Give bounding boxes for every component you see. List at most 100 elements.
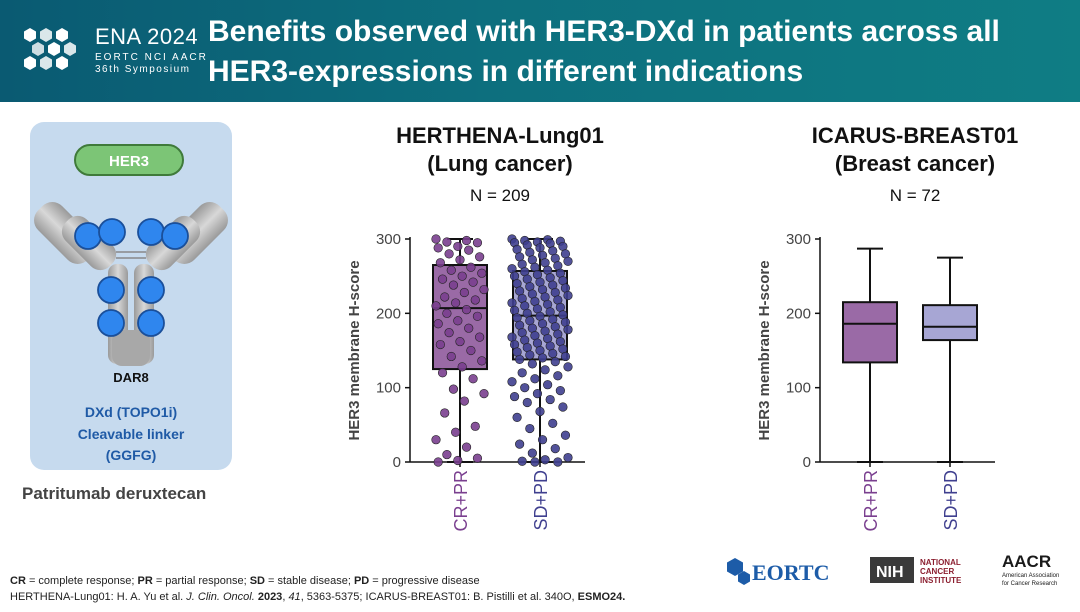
data-point xyxy=(550,444,560,454)
breast-boxplot-chart: HER3 membrane H-score 0 100 200 300 CR+PR SD+P… xyxy=(756,231,995,532)
data-point xyxy=(475,252,485,262)
data-point xyxy=(515,354,525,365)
antibody-panel: HER3 DAR8 DXd (TOPO1i) Cleava xyxy=(30,122,232,470)
data-point xyxy=(527,448,537,458)
data-point xyxy=(466,262,476,272)
y-tick-label: 300 xyxy=(786,231,811,248)
payload-label: DXd (TOPO1i) xyxy=(84,404,178,420)
data-point xyxy=(457,271,467,281)
data-point xyxy=(525,423,535,434)
data-point xyxy=(563,362,573,372)
footer-text-segment: = stable disease; xyxy=(264,575,354,587)
y-tick-label: 0 xyxy=(393,454,401,471)
footer-text-segment: = partial response; xyxy=(152,575,250,587)
data-point xyxy=(475,332,485,342)
footer-text-segment: PD xyxy=(353,575,370,587)
data-point xyxy=(464,245,474,255)
header-banner: ENA 2024 EORTC NCI AACR 36th Symposium B… xyxy=(0,0,1080,102)
nih-nci-logo: NIH NATIONAL CANCER INSTITUTE xyxy=(870,557,962,585)
slide-title-line1: Benefits observed with HER3-DXd in patie… xyxy=(208,15,1000,48)
data-point xyxy=(468,374,478,384)
dar-label: DAR8 xyxy=(113,370,149,385)
linker-sequence-label: (GGFG) xyxy=(105,447,157,463)
data-point xyxy=(451,427,461,437)
data-point xyxy=(553,457,563,467)
ena-logo-hexagon-icon xyxy=(24,28,76,70)
data-point xyxy=(563,452,573,463)
x-category-label: SD+PD xyxy=(941,470,961,531)
data-point xyxy=(548,418,558,428)
nih-logo-text: NIH xyxy=(876,564,904,581)
footer-text-segment: = complete response; xyxy=(25,575,138,587)
y-tick-label: 300 xyxy=(376,231,401,248)
data-point xyxy=(509,391,520,402)
data-point xyxy=(437,274,448,284)
data-point xyxy=(442,449,452,460)
data-point xyxy=(455,255,465,265)
data-point xyxy=(535,406,545,417)
logo-subtitle: EORTC NCI AACR xyxy=(95,52,208,63)
her3-target-badge: HER3 xyxy=(74,144,184,176)
data-point xyxy=(517,456,527,466)
breast-title-line2: (Breast cancer) xyxy=(834,151,996,176)
data-point xyxy=(517,368,527,378)
data-point xyxy=(455,336,465,347)
data-point xyxy=(433,243,443,253)
data-point xyxy=(446,265,456,275)
footer-text-segment: , xyxy=(282,591,289,603)
data-point xyxy=(560,351,571,362)
x-category-label: CR+PR xyxy=(451,470,471,532)
slide-title: Benefits observed with HER3-DXd in patie… xyxy=(208,12,1068,92)
aacr-sub-line2: for Cancer Research xyxy=(1002,581,1057,587)
x-category-label: CR+PR xyxy=(861,470,881,532)
data-point xyxy=(433,319,443,329)
nci-line3: INSTITUTE xyxy=(920,576,962,585)
footer-abbreviations: CR = complete response; PR = partial res… xyxy=(10,575,480,587)
y-axis-label: HER3 membrane H-score xyxy=(756,260,773,440)
drug-name: Patritumab deruxtecan xyxy=(22,484,207,503)
sponsor-logos: EORTC NIH NATIONAL CANCER INSTITUTE AACR… xyxy=(727,552,1059,587)
data-point xyxy=(459,396,469,406)
nci-line1: NATIONAL xyxy=(920,558,961,567)
nci-line2: CANCER xyxy=(920,567,954,576)
data-point xyxy=(527,359,537,369)
data-point xyxy=(530,457,540,467)
x-category-label: SD+PD xyxy=(531,470,551,531)
data-point xyxy=(479,284,489,295)
data-point xyxy=(461,235,472,246)
data-point xyxy=(433,457,443,467)
data-point xyxy=(435,339,445,350)
data-point xyxy=(532,389,543,399)
aacr-logo-text: AACR xyxy=(1002,552,1051,571)
data-point xyxy=(537,353,548,363)
data-point xyxy=(464,323,474,333)
footer-text-segment: SD xyxy=(249,575,265,587)
footer-text-segment: 2023 xyxy=(257,591,283,603)
data-point xyxy=(431,301,441,311)
data-point xyxy=(461,305,472,315)
data-point xyxy=(440,408,450,418)
data-point xyxy=(558,402,568,412)
y-tick-label: 200 xyxy=(786,305,811,322)
data-point xyxy=(468,277,478,287)
lung-title-line1: HERTHENA-Lung01 xyxy=(396,123,604,148)
logo-symposium: 36th Symposium xyxy=(95,64,191,75)
aacr-sub-line1: American Association xyxy=(1002,573,1059,579)
data-point xyxy=(563,325,573,335)
y-tick-label: 0 xyxy=(803,454,811,471)
data-point xyxy=(461,442,472,452)
y-tick-label: 100 xyxy=(376,380,401,397)
breast-title-line1: ICARUS-BREAST01 xyxy=(811,123,1019,148)
box-iqr xyxy=(842,301,898,364)
data-point xyxy=(540,455,550,465)
logo-title: ENA 2024 xyxy=(95,24,199,49)
data-point xyxy=(545,394,555,405)
data-point xyxy=(446,351,456,362)
data-point xyxy=(543,380,553,390)
data-point xyxy=(453,316,463,326)
data-point xyxy=(472,453,483,463)
breast-n-label: N = 72 xyxy=(889,186,941,205)
data-point xyxy=(479,389,489,399)
data-point xyxy=(560,430,571,440)
data-point xyxy=(457,362,467,372)
